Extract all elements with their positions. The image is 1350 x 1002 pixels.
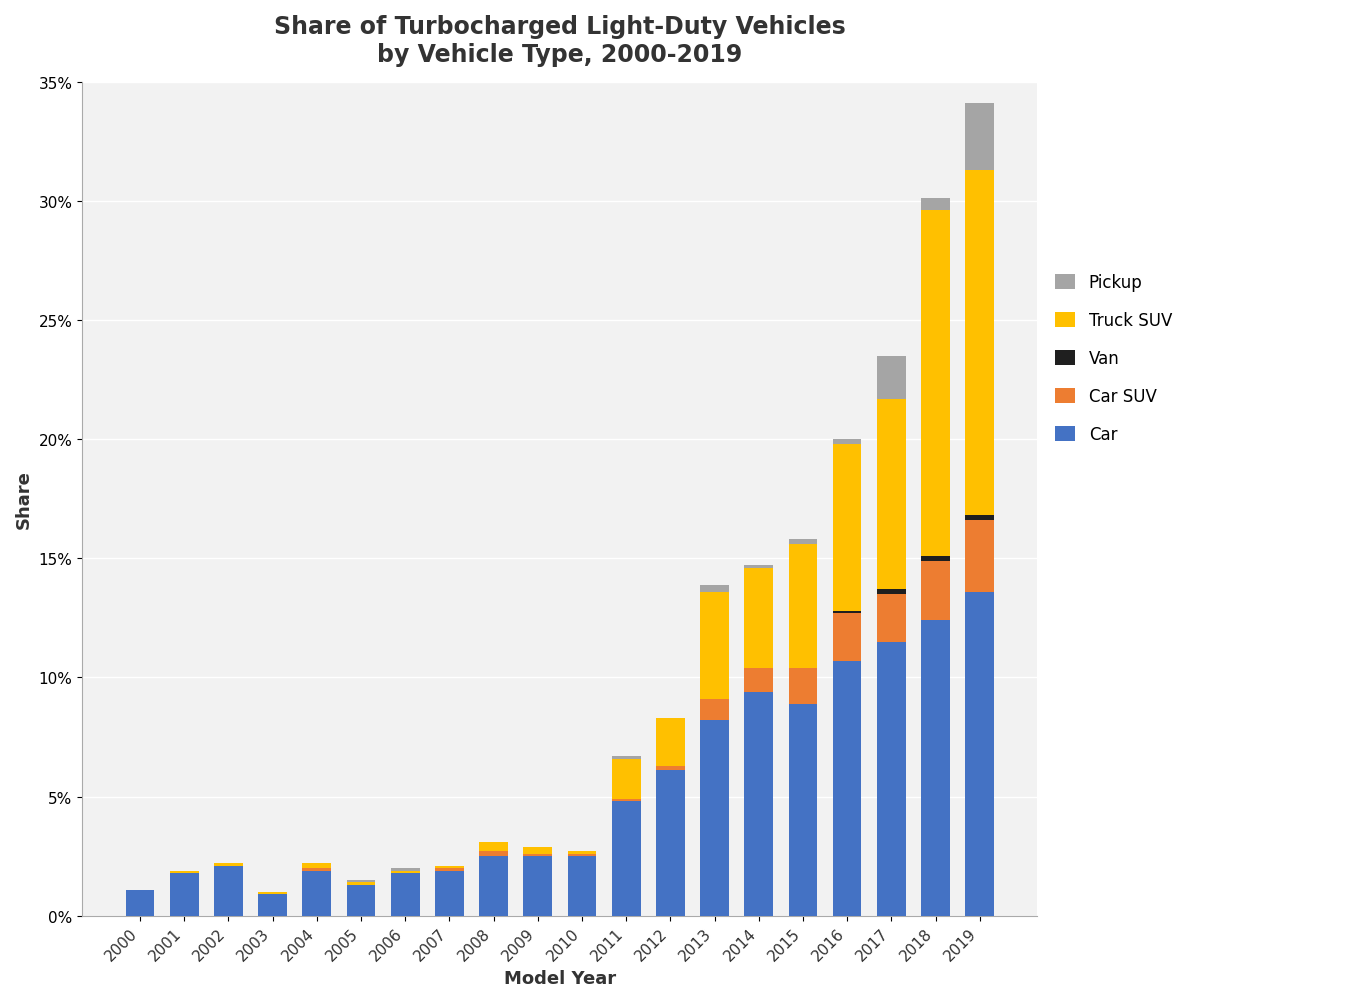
Bar xyxy=(701,592,729,699)
Bar xyxy=(347,883,375,885)
Bar xyxy=(215,866,243,916)
Bar xyxy=(258,895,288,916)
Bar xyxy=(744,668,774,692)
Bar xyxy=(656,771,684,916)
Bar xyxy=(878,590,906,594)
Bar xyxy=(878,399,906,590)
Bar xyxy=(878,642,906,916)
Bar xyxy=(215,864,243,866)
Bar xyxy=(878,357,906,399)
Bar xyxy=(788,540,817,544)
Bar xyxy=(965,170,994,516)
Bar xyxy=(435,871,464,916)
Bar xyxy=(788,704,817,916)
Bar xyxy=(921,620,950,916)
Bar xyxy=(392,871,420,873)
Bar xyxy=(435,866,464,869)
Bar xyxy=(524,857,552,916)
Bar xyxy=(612,759,640,800)
Bar xyxy=(524,854,552,857)
Bar xyxy=(612,802,640,916)
Bar xyxy=(126,890,154,916)
Bar xyxy=(612,757,640,759)
Bar xyxy=(701,699,729,720)
Bar xyxy=(567,857,597,916)
Bar xyxy=(965,521,994,592)
Bar xyxy=(701,585,729,592)
Bar xyxy=(921,561,950,620)
Bar xyxy=(347,880,375,883)
Bar xyxy=(170,871,198,873)
Bar xyxy=(965,592,994,916)
Bar xyxy=(612,800,640,802)
Bar xyxy=(567,852,597,854)
Bar xyxy=(435,869,464,871)
Bar xyxy=(656,766,684,771)
Bar xyxy=(524,847,552,854)
X-axis label: Model Year: Model Year xyxy=(504,969,616,987)
Bar xyxy=(833,613,861,661)
Bar xyxy=(744,692,774,916)
Bar xyxy=(302,871,331,916)
Bar xyxy=(788,668,817,704)
Bar xyxy=(392,873,420,916)
Bar xyxy=(921,199,950,211)
Bar xyxy=(170,873,198,916)
Bar xyxy=(479,852,508,857)
Bar xyxy=(392,869,420,871)
Bar xyxy=(567,854,597,857)
Bar xyxy=(965,104,994,170)
Bar xyxy=(701,720,729,916)
Bar xyxy=(833,445,861,611)
Bar xyxy=(302,869,331,871)
Bar xyxy=(788,544,817,668)
Bar xyxy=(656,718,684,766)
Bar xyxy=(258,892,288,895)
Bar xyxy=(921,211,950,556)
Title: Share of Turbocharged Light-Duty Vehicles
by Vehicle Type, 2000-2019: Share of Turbocharged Light-Duty Vehicle… xyxy=(274,15,845,67)
Bar xyxy=(833,611,861,613)
Legend: Pickup, Truck SUV, Van, Car SUV, Car: Pickup, Truck SUV, Van, Car SUV, Car xyxy=(1056,275,1172,444)
Bar xyxy=(921,556,950,561)
Bar xyxy=(744,568,774,668)
Bar xyxy=(833,661,861,916)
Y-axis label: Share: Share xyxy=(15,470,32,529)
Bar xyxy=(479,842,508,852)
Bar xyxy=(833,440,861,445)
Bar xyxy=(302,864,331,869)
Bar xyxy=(965,516,994,521)
Bar xyxy=(878,594,906,642)
Bar xyxy=(479,857,508,916)
Bar xyxy=(744,566,774,568)
Bar xyxy=(347,885,375,916)
